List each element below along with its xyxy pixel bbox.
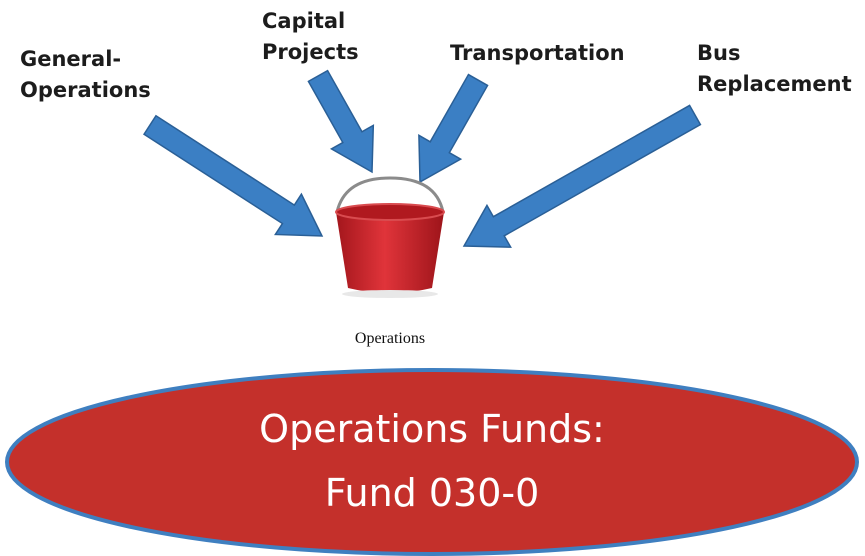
arrow <box>462 104 702 248</box>
arrow <box>142 114 324 237</box>
fund-label: Fund 030-0 <box>325 471 540 515</box>
source-label: Bus <box>697 41 740 65</box>
arrows <box>142 69 702 248</box>
arrow <box>307 69 375 174</box>
fund-label: Operations Funds: <box>259 407 605 451</box>
source-label: Transportation <box>450 41 625 65</box>
labels: General- Operations Capital Projects Transpo… <box>20 9 852 515</box>
bucket-label: Operations <box>355 330 425 347</box>
source-label: Replacement <box>697 72 852 96</box>
source-label: General- <box>20 47 121 71</box>
source-label: Projects <box>262 40 359 64</box>
fund-ellipse <box>5 368 859 556</box>
arrow <box>418 73 489 184</box>
source-label: Capital <box>262 9 345 33</box>
source-label: Operations <box>20 78 151 102</box>
bucket <box>335 176 445 298</box>
